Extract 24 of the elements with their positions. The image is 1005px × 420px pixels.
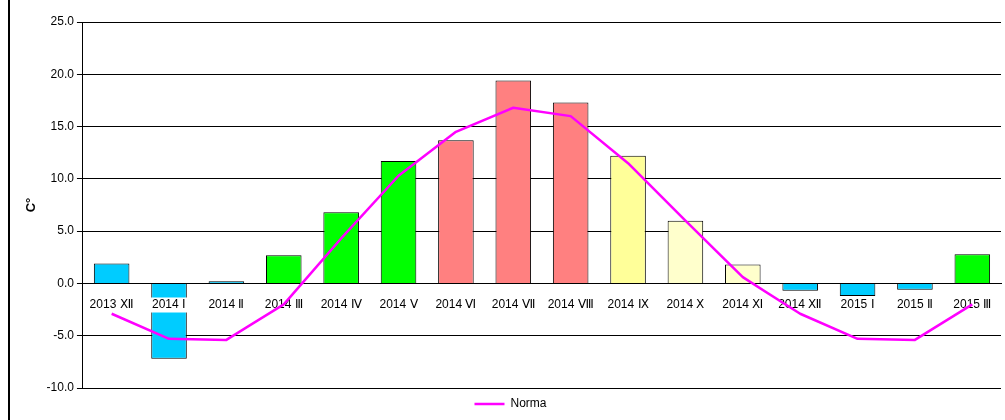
y-tick-label: 25.0: [50, 14, 75, 29]
x-tick-label: 2014 Ⅱ: [208, 296, 245, 311]
x-tick-label: 2015 Ⅱ: [896, 296, 933, 311]
x-tick-label: 2014 Ⅴ: [379, 296, 419, 311]
legend-label: Norma: [510, 396, 547, 411]
y-tick-label: 0.0: [57, 275, 75, 290]
x-tick-label: 2014 Ⅷ: [547, 296, 594, 311]
x-tick-label: 2014 Ⅹ: [666, 296, 705, 311]
y-tick-label: 10.0: [50, 171, 75, 186]
x-tick-label: 2014 Ⅳ: [320, 296, 362, 311]
y-tick-label: -10.0: [46, 380, 75, 395]
y-tick-label: 5.0: [57, 223, 75, 238]
x-tick-label: 2014 Ⅰ: [152, 296, 187, 311]
y-tick-label: -5.0: [53, 328, 75, 343]
x-tick-label: 2014 Ⅺ: [722, 296, 764, 311]
x-tick-label: 2015 Ⅰ: [840, 296, 875, 311]
x-tick-label: 2014 Ⅸ: [607, 296, 649, 311]
x-tick-label: 2015 Ⅲ: [953, 296, 992, 311]
x-tick-label: 2014 Ⅵ: [435, 296, 477, 311]
y-tick-label: 20.0: [50, 66, 75, 81]
y-tick-label: 15.0: [50, 118, 75, 133]
y-axis-title: C°: [23, 197, 39, 213]
x-tick-label: 2013 Ⅻ: [89, 296, 134, 311]
x-tick-label: 2014 Ⅶ: [491, 296, 535, 311]
